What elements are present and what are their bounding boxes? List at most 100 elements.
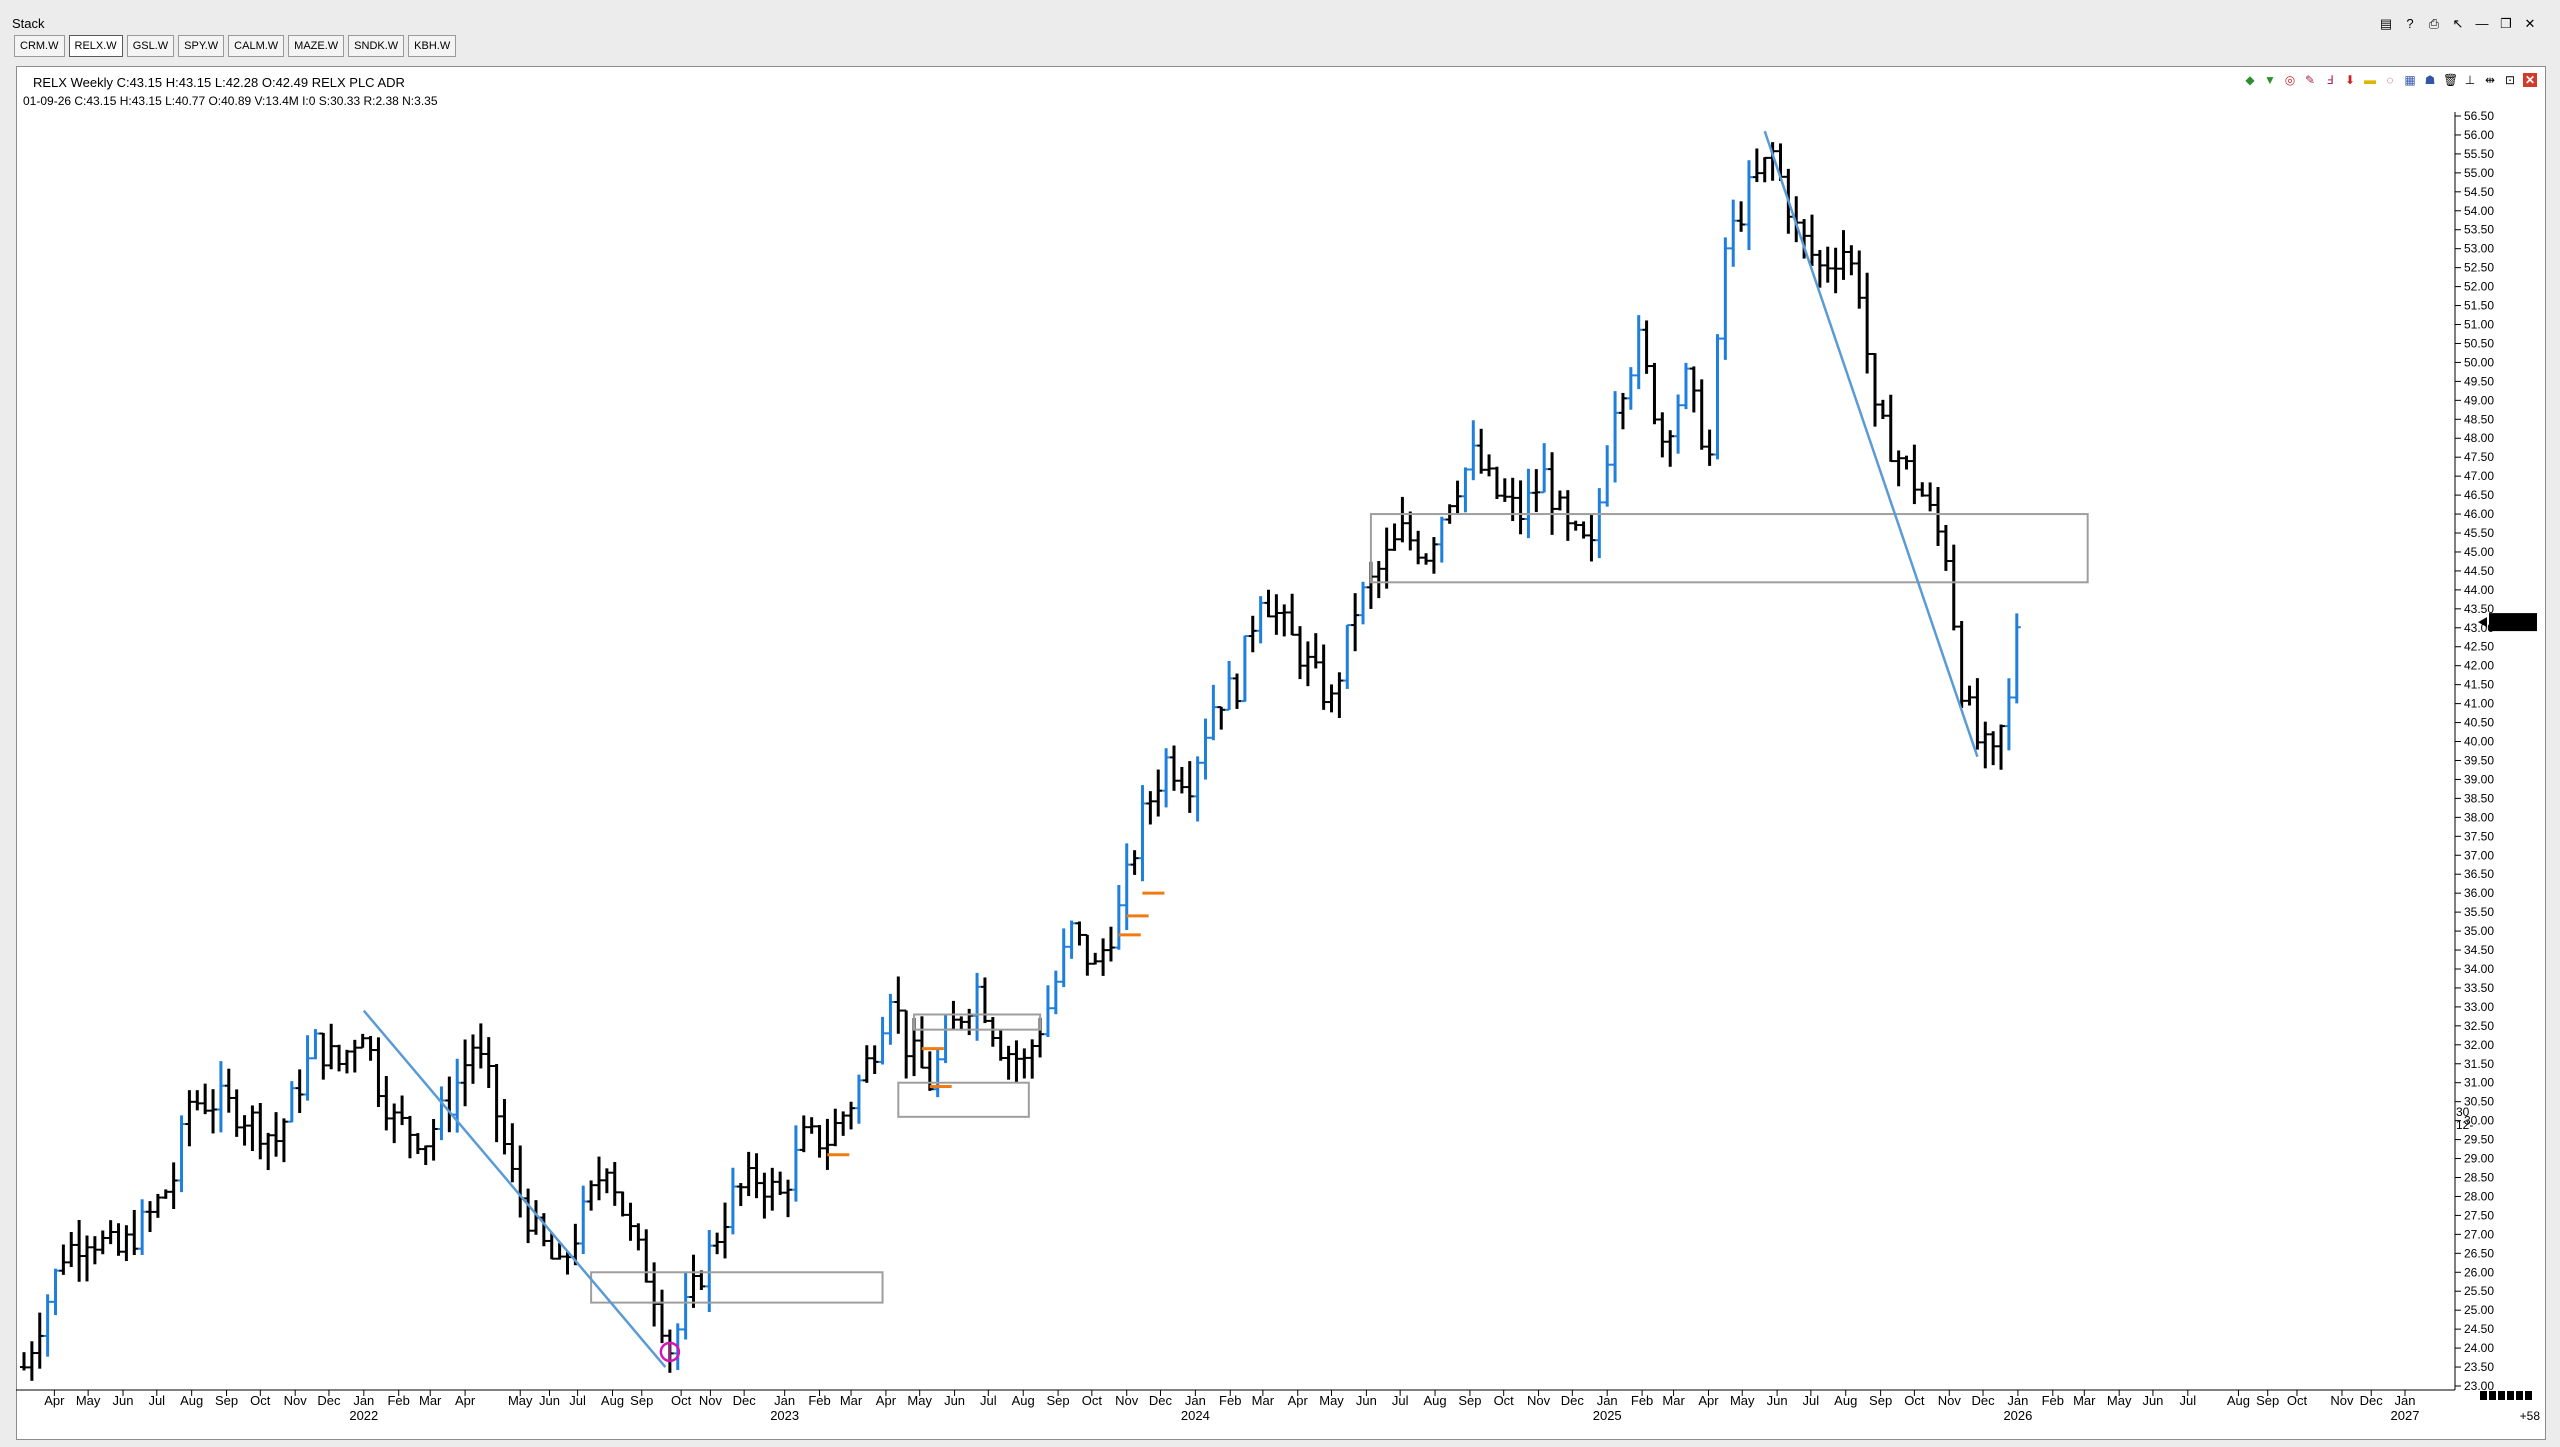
price-tick-label: 32.50	[2464, 1019, 2494, 1033]
month-label: Oct	[2287, 1393, 2308, 1408]
month-label: Jun	[539, 1393, 560, 1408]
month-label: Jan	[353, 1393, 374, 1408]
chart-toolbar: ◆ ▼ ◎ ✎ Ⅎ ⬇ ▬ ◌ ▦ ☗ 🗑 ⊥ ⇹ ⊡ ✕	[2243, 73, 2537, 87]
zone-box	[590, 1271, 884, 1304]
print-icon[interactable]: ⎙	[2428, 16, 2440, 31]
target-icon[interactable]: ◎	[2284, 73, 2296, 87]
person-icon[interactable]: ☗	[2424, 73, 2436, 87]
month-label: Nov	[1527, 1393, 1551, 1408]
price-tick-label: 48.00	[2464, 431, 2494, 445]
price-tick-label: 38.50	[2464, 791, 2494, 805]
price-tick-label: 49.50	[2464, 374, 2494, 388]
month-label: Jun	[944, 1393, 965, 1408]
month-label: Mar	[1662, 1393, 1685, 1408]
month-label: Sep	[630, 1393, 653, 1408]
price-tick-label: 38.00	[2464, 810, 2494, 824]
price-tick-label: 41.50	[2464, 678, 2494, 692]
side-note: 12-	[2456, 1118, 2473, 1132]
month-label: Jun	[2142, 1393, 2163, 1408]
chart-header-summary: RELX Weekly C:43.15 H:43.15 L:42.28 O:42…	[33, 75, 405, 90]
pencil-icon[interactable]: ✎	[2304, 73, 2316, 87]
price-tick-label: 29.00	[2464, 1152, 2494, 1166]
month-label: Feb	[1219, 1393, 1241, 1408]
zone-box	[1369, 513, 2089, 584]
price-tick-label: 54.50	[2464, 185, 2494, 199]
data-icon[interactable]: ◆	[2245, 73, 2255, 87]
filter-icon[interactable]: ▼	[2264, 73, 2276, 87]
price-tick-label: 40.50	[2464, 716, 2494, 730]
last-price-pointer	[2478, 617, 2487, 628]
minimize-icon[interactable]: —	[2475, 16, 2489, 31]
tab-crm-w[interactable]: CRM.W	[14, 35, 65, 57]
tab-kbh-w[interactable]: KBH.W	[408, 35, 457, 57]
chart-close-icon[interactable]: ✕	[2523, 73, 2537, 87]
month-label: Jan	[774, 1393, 795, 1408]
fib-icon[interactable]: Ⅎ	[2326, 73, 2334, 87]
month-label: Jul	[1392, 1393, 1409, 1408]
price-tick-label: 29.50	[2464, 1133, 2494, 1147]
tab-sndk-w[interactable]: SNDK.W	[348, 35, 405, 57]
tab-spy-w[interactable]: SPY.W	[178, 35, 225, 57]
pin-icon[interactable]: ⊥	[2464, 73, 2476, 87]
month-label: Jul	[1803, 1393, 1820, 1408]
month-label: Dec	[1561, 1393, 1585, 1408]
help-icon[interactable]: ?	[2406, 16, 2414, 31]
month-label: Nov	[699, 1393, 723, 1408]
cycle-icon[interactable]: ◌	[2386, 73, 2394, 87]
trendline	[1763, 130, 1979, 758]
layout-icon[interactable]: ▤	[2379, 16, 2393, 31]
month-label: Jan	[1597, 1393, 1618, 1408]
price-tick-label: 53.50	[2464, 223, 2494, 237]
year-label: 2024	[1181, 1408, 1210, 1423]
month-label: Aug	[1423, 1393, 1446, 1408]
price-tick-label: 25.50	[2464, 1284, 2494, 1298]
arrow-down-icon[interactable]: ⬇	[2344, 73, 2356, 87]
price-tick-label: 51.50	[2464, 299, 2494, 313]
price-tick-label: 26.50	[2464, 1246, 2494, 1260]
price-tick-label: 44.50	[2464, 564, 2494, 578]
month-label: Apr	[876, 1393, 897, 1408]
tab-maze-w[interactable]: MAZE.W	[288, 35, 345, 57]
month-label: Apr	[1698, 1393, 1719, 1408]
chart-window: RELX Weekly C:43.15 H:43.15 L:42.28 O:42…	[16, 66, 2546, 1440]
price-tick-label: 53.00	[2464, 242, 2494, 256]
last-price-badge	[2489, 613, 2537, 632]
year-label: 2026	[2003, 1408, 2032, 1423]
month-label: May	[907, 1393, 932, 1408]
month-label: Oct	[1494, 1393, 1515, 1408]
trash-icon[interactable]: 🗑	[2443, 73, 2459, 87]
tab-calm-w[interactable]: CALM.W	[228, 35, 285, 57]
month-label: Nov	[284, 1393, 308, 1408]
month-label: Feb	[808, 1393, 830, 1408]
price-tick-label: 30.00	[2464, 1114, 2494, 1128]
window-title: Stack	[12, 16, 45, 31]
month-label: Apr	[455, 1393, 476, 1408]
price-tick-label: 39.50	[2464, 753, 2494, 767]
window-controls: ▤ ? ⎙ ↖ — ❐ ✕	[2378, 16, 2538, 32]
expand-icon[interactable]: ⇹	[2484, 73, 2496, 87]
month-label: Jul	[980, 1393, 997, 1408]
lock-icon[interactable]: ⊡	[2504, 73, 2516, 87]
month-label: Feb	[2042, 1393, 2064, 1408]
corner-note: +58	[2520, 1409, 2541, 1423]
grid-icon[interactable]: ▦	[2404, 73, 2416, 87]
price-tick-label: 34.00	[2464, 962, 2494, 976]
close-icon[interactable]: ✕	[2524, 16, 2536, 31]
tab-relx-w[interactable]: RELX.W	[68, 35, 123, 57]
price-tick-label: 44.00	[2464, 583, 2494, 597]
month-label: Sep	[1047, 1393, 1070, 1408]
month-label: May	[1730, 1393, 1755, 1408]
year-label: 2025	[1593, 1408, 1622, 1423]
month-label: May	[1319, 1393, 1344, 1408]
tab-gsl-w[interactable]: GSL.W	[126, 35, 175, 57]
month-label: Jan	[1185, 1393, 1206, 1408]
highlight-icon[interactable]: ▬	[2364, 73, 2376, 87]
price-tick-label: 54.00	[2464, 204, 2494, 218]
zone-box	[913, 1013, 1042, 1031]
month-label: Jun	[113, 1393, 134, 1408]
month-label: Sep	[2256, 1393, 2279, 1408]
pointer-icon[interactable]: ↖	[2452, 16, 2464, 31]
restore-icon[interactable]: ❐	[2500, 16, 2512, 31]
price-tick-label: 45.00	[2464, 545, 2494, 559]
